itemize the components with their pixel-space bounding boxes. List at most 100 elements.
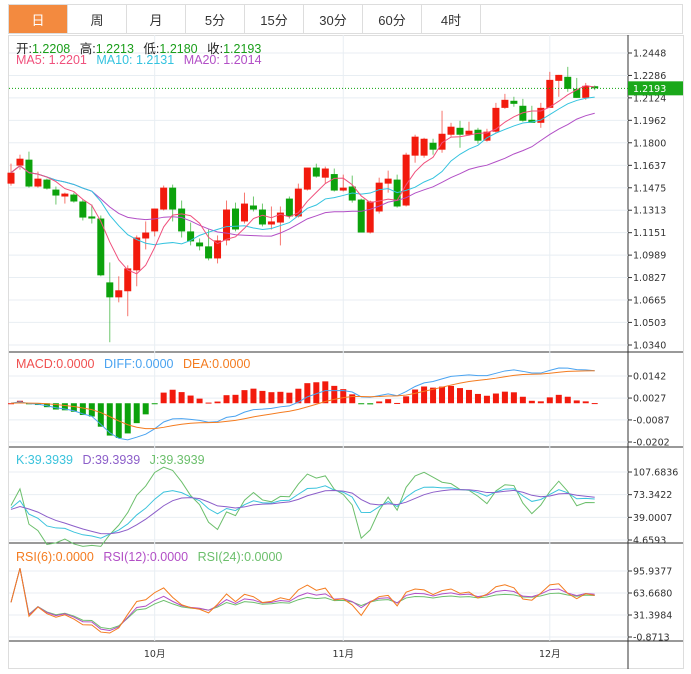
macd-bar [430, 387, 437, 404]
candle-up [142, 232, 150, 239]
low-value: 1.2180 [159, 42, 198, 56]
candle-up [555, 74, 563, 81]
candle-down [285, 198, 293, 217]
macd-bar [367, 403, 374, 405]
candle-down [232, 208, 239, 230]
candle-down [88, 216, 96, 219]
ma5-line [10, 84, 595, 275]
candle-down [249, 205, 257, 210]
macd-bar [421, 386, 428, 404]
d-value: D:39.3939 [82, 453, 141, 467]
month-label: 11月 [332, 649, 354, 660]
macd-bar [124, 403, 131, 434]
macd-bar [385, 399, 392, 404]
rsi-tick-label: 63.6680 [633, 589, 672, 600]
macd-legend: MACD:0.0000 DIFF:0.0000 DEA:0.0000 [16, 357, 256, 371]
rsi-tick-label: 95.9377 [633, 567, 672, 578]
price-tick-label: 1.0827 [633, 273, 666, 284]
period-tabs: 日 周 月 5分 15分 30分 60分 4时 [8, 4, 683, 34]
candle-up [133, 237, 141, 271]
candle-down [510, 100, 518, 104]
tab-4hour[interactable]: 4时 [422, 5, 481, 33]
candle-down [169, 187, 177, 210]
macd-bar [268, 392, 275, 404]
candle-up [115, 290, 123, 298]
close-label: 收: [207, 42, 224, 56]
tab-week[interactable]: 周 [68, 5, 127, 33]
macd-tick-label: 0.0027 [633, 394, 666, 405]
macd-bar [97, 403, 104, 427]
candle-down [205, 246, 213, 259]
macd-bar [457, 388, 463, 404]
candle-up [240, 203, 248, 222]
macd-bar [519, 396, 526, 404]
kdj-tick-label: 73.3422 [633, 490, 672, 501]
ma5-value: MA5: 1.2201 [16, 53, 87, 67]
diff-line [10, 367, 595, 441]
chart-frame [8, 35, 684, 669]
candle-down [70, 194, 78, 202]
tab-15min[interactable]: 15分 [245, 5, 304, 33]
macd-bar [70, 403, 77, 412]
candle-down [474, 129, 482, 141]
candle-up [366, 201, 374, 233]
ma20-value: MA20: 1.2014 [183, 53, 262, 67]
macd-bar [196, 398, 203, 404]
low-label: 低: [143, 42, 160, 56]
candle-up [483, 131, 491, 141]
macd-bar [151, 403, 158, 405]
kdj-tick-label: 39.0007 [633, 513, 672, 524]
macd-bar [286, 392, 293, 404]
macd-bar [501, 391, 508, 404]
month-label: 10月 [144, 649, 166, 660]
candle-up [420, 138, 428, 156]
candle-up [501, 99, 509, 108]
current-price-label: 1.2193 [633, 84, 666, 95]
candle-down [312, 167, 320, 177]
tab-30min[interactable]: 30分 [304, 5, 363, 33]
macd-bar [52, 403, 59, 410]
macd-bar [142, 403, 149, 415]
open-label: 开: [16, 42, 32, 56]
macd-bar [439, 386, 446, 404]
current-price-badge [628, 81, 683, 96]
macd-bar [241, 390, 248, 404]
kdj-tick-label: 107.6836 [633, 468, 678, 479]
candle-up [321, 168, 329, 178]
rsi12-line [10, 568, 595, 631]
candle-up [411, 136, 419, 156]
macd-bar [528, 400, 535, 404]
candle-up [61, 193, 69, 197]
k-line [10, 485, 595, 539]
candle-down [456, 127, 464, 135]
candle-down [591, 86, 599, 89]
price-tick-label: 1.0503 [633, 318, 666, 329]
macd-bar [591, 403, 598, 405]
month-label: 12月 [539, 649, 561, 660]
macd-bar [474, 393, 481, 404]
macd-bar [546, 397, 553, 404]
rsi-tick-label: 31.3984 [633, 611, 672, 622]
kdj-tick-label: 4.6593 [633, 536, 666, 547]
rsi-tick-label: -0.8713 [633, 633, 670, 644]
macd-bar [106, 403, 113, 436]
macd-bar [412, 389, 419, 404]
candle-down [573, 88, 581, 98]
tab-60min[interactable]: 60分 [363, 5, 422, 33]
high-value: 1.2213 [95, 42, 134, 56]
candle-up [34, 178, 42, 187]
tab-day[interactable]: 日 [9, 5, 68, 33]
ma10-value: MA10: 1.2131 [96, 53, 175, 67]
candle-up [492, 107, 500, 132]
macd-bar [510, 392, 517, 404]
rsi6-line [10, 568, 595, 634]
candle-up [402, 154, 410, 206]
open-value: 1.2208 [31, 42, 71, 56]
tab-5min[interactable]: 5分 [186, 5, 245, 33]
candle-up [160, 187, 168, 210]
price-tick-label: 1.2124 [633, 93, 666, 104]
tab-month[interactable]: 月 [127, 5, 186, 33]
macd-tick-label: 0.0142 [633, 372, 666, 383]
